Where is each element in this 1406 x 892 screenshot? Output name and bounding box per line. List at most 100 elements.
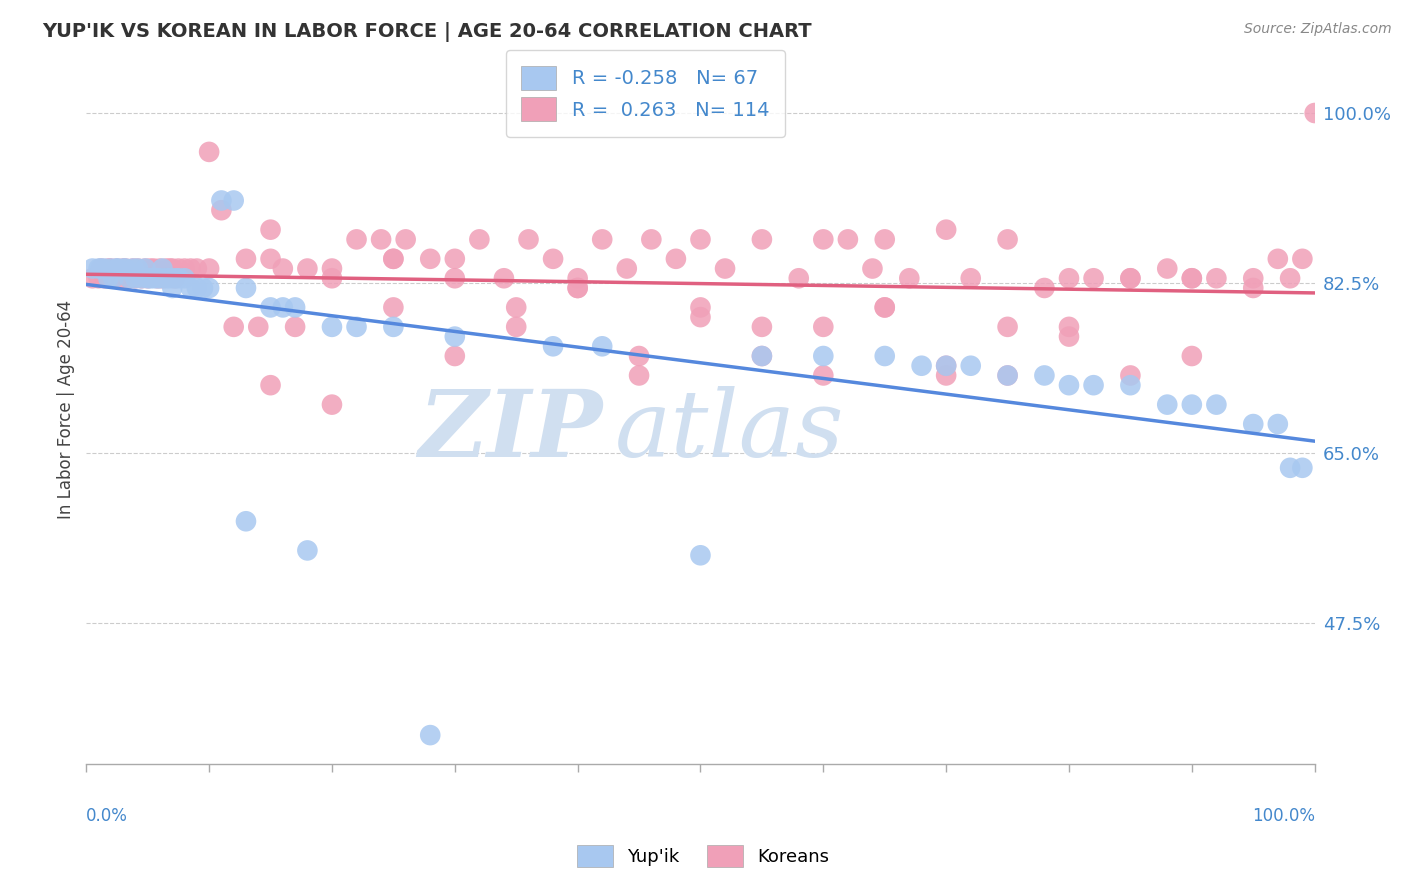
Point bbox=[1241, 271, 1264, 285]
Point bbox=[103, 271, 125, 285]
Point bbox=[139, 261, 162, 276]
Point bbox=[862, 261, 884, 276]
Point bbox=[209, 194, 232, 208]
Point bbox=[97, 271, 120, 285]
Point bbox=[787, 271, 810, 285]
Point bbox=[136, 271, 159, 285]
Point bbox=[997, 368, 1019, 383]
Point bbox=[127, 261, 149, 276]
Point bbox=[1205, 398, 1227, 412]
Point bbox=[259, 301, 281, 315]
Point bbox=[105, 261, 128, 276]
Point bbox=[1057, 378, 1080, 392]
Point bbox=[321, 261, 343, 276]
Point bbox=[419, 728, 441, 742]
Point bbox=[591, 232, 613, 246]
Point bbox=[146, 271, 169, 285]
Point bbox=[628, 368, 651, 383]
Point bbox=[1267, 417, 1289, 431]
Point bbox=[935, 222, 957, 236]
Point bbox=[222, 194, 245, 208]
Point bbox=[173, 261, 195, 276]
Point bbox=[297, 543, 319, 558]
Point bbox=[163, 271, 186, 285]
Point bbox=[198, 145, 221, 159]
Point bbox=[149, 271, 172, 285]
Point bbox=[419, 252, 441, 266]
Point bbox=[152, 271, 174, 285]
Point bbox=[131, 271, 153, 285]
Point bbox=[127, 261, 149, 276]
Point bbox=[997, 368, 1019, 383]
Point bbox=[616, 261, 638, 276]
Point bbox=[1181, 398, 1204, 412]
Point bbox=[118, 271, 141, 285]
Point bbox=[541, 252, 564, 266]
Point bbox=[1241, 417, 1264, 431]
Text: 100.0%: 100.0% bbox=[1251, 807, 1315, 825]
Point bbox=[235, 514, 257, 528]
Point bbox=[468, 232, 491, 246]
Point bbox=[1279, 460, 1302, 475]
Point bbox=[959, 359, 981, 373]
Point bbox=[714, 261, 737, 276]
Point bbox=[541, 339, 564, 353]
Point bbox=[1181, 271, 1204, 285]
Point bbox=[382, 252, 405, 266]
Point bbox=[492, 271, 515, 285]
Point bbox=[180, 261, 202, 276]
Point bbox=[90, 261, 112, 276]
Point bbox=[1267, 252, 1289, 266]
Point bbox=[505, 319, 527, 334]
Point bbox=[382, 252, 405, 266]
Point bbox=[1033, 281, 1056, 295]
Point bbox=[222, 319, 245, 334]
Legend: Yup'ik, Koreans: Yup'ik, Koreans bbox=[569, 838, 837, 874]
Point bbox=[567, 271, 589, 285]
Point bbox=[751, 349, 773, 363]
Point bbox=[259, 222, 281, 236]
Point bbox=[1205, 271, 1227, 285]
Point bbox=[935, 368, 957, 383]
Text: ZIP: ZIP bbox=[418, 385, 602, 475]
Point bbox=[517, 232, 540, 246]
Point bbox=[1119, 368, 1142, 383]
Point bbox=[271, 261, 294, 276]
Point bbox=[997, 319, 1019, 334]
Point bbox=[1291, 252, 1313, 266]
Point bbox=[873, 301, 896, 315]
Text: 0.0%: 0.0% bbox=[86, 807, 128, 825]
Point bbox=[1279, 271, 1302, 285]
Point bbox=[100, 261, 122, 276]
Point bbox=[935, 359, 957, 373]
Point bbox=[114, 261, 136, 276]
Text: YUP'IK VS KOREAN IN LABOR FORCE | AGE 20-64 CORRELATION CHART: YUP'IK VS KOREAN IN LABOR FORCE | AGE 20… bbox=[42, 22, 811, 42]
Point bbox=[162, 281, 184, 295]
Point bbox=[186, 281, 208, 295]
Point bbox=[90, 261, 112, 276]
Point bbox=[142, 261, 165, 276]
Point bbox=[1033, 368, 1056, 383]
Point bbox=[443, 329, 465, 343]
Point bbox=[689, 310, 711, 325]
Point bbox=[235, 252, 257, 266]
Point bbox=[567, 281, 589, 295]
Point bbox=[321, 319, 343, 334]
Point bbox=[259, 378, 281, 392]
Point bbox=[162, 261, 184, 276]
Point bbox=[163, 271, 186, 285]
Point bbox=[134, 261, 156, 276]
Point bbox=[118, 271, 141, 285]
Point bbox=[1057, 329, 1080, 343]
Point bbox=[1156, 261, 1178, 276]
Point bbox=[271, 301, 294, 315]
Text: atlas: atlas bbox=[614, 385, 844, 475]
Point bbox=[346, 232, 368, 246]
Point bbox=[105, 261, 128, 276]
Point bbox=[1303, 106, 1326, 120]
Point bbox=[97, 261, 120, 276]
Point bbox=[997, 232, 1019, 246]
Point bbox=[100, 261, 122, 276]
Point bbox=[382, 301, 405, 315]
Point bbox=[173, 271, 195, 285]
